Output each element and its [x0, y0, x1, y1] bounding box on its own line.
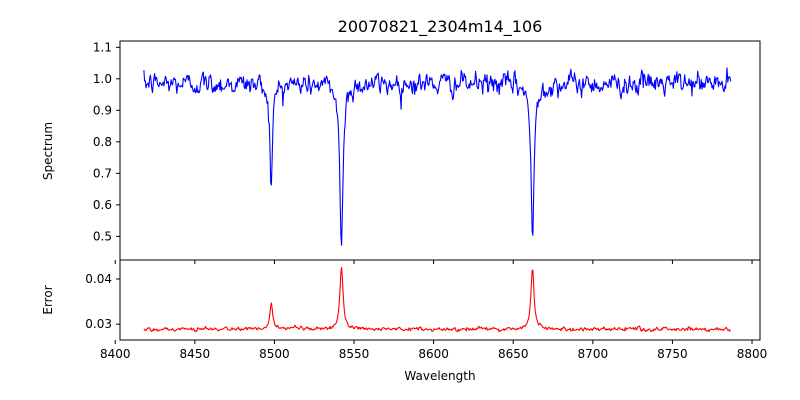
x-tick-label: 8750	[657, 347, 688, 361]
spectrum-y-tick-label: 1.0	[93, 72, 112, 86]
x-axis-ticks: 8400 8450 8500 8550 8600 8650 8700 8750 8800	[100, 260, 767, 361]
x-tick-label: 8400	[100, 347, 131, 361]
error-y-tick-label: 0.04	[85, 272, 112, 286]
error-y-axis-label: Error	[41, 285, 55, 314]
spectrum-y-tick-label: 0.8	[93, 135, 112, 149]
error-axes-frame	[119, 259, 761, 341]
spectrum-y-ticks: 0.5 0.6 0.7 0.8 0.9 1.0 1.1	[93, 40, 120, 243]
x-tick-label: 8700	[578, 347, 609, 361]
x-tick-label: 8550	[339, 347, 370, 361]
x-tick-label: 8600	[418, 347, 449, 361]
x-tick-label: 8450	[180, 347, 211, 361]
spectrum-y-tick-label: 1.1	[93, 40, 112, 54]
error-y-ticks: 0.03 0.04	[85, 272, 120, 331]
spectrum-y-tick-label: 0.9	[93, 103, 112, 117]
spectrum-y-axis-label: Spectrum	[41, 122, 55, 180]
spectrum-y-tick-label: 0.6	[93, 198, 112, 212]
spectrum-series-line	[143, 67, 732, 246]
x-tick-label: 8500	[259, 347, 290, 361]
spectrum-y-tick-label: 0.7	[93, 166, 112, 180]
chart-title: 20070821_2304m14_106	[338, 17, 543, 37]
x-tick-label: 8800	[737, 347, 768, 361]
x-axis-label: Wavelength	[404, 369, 475, 383]
x-tick-label: 8650	[498, 347, 529, 361]
error-series-group	[143, 267, 731, 333]
error-y-tick-label: 0.03	[85, 317, 112, 331]
error-series-line	[143, 267, 731, 333]
spectrum-y-tick-label: 0.5	[93, 229, 112, 243]
error-panel: 0.03 0.04 Error	[41, 259, 761, 341]
spectrum-panel: 0.5 0.6 0.7 0.8 0.9 1.0 1.1 Spectrum	[41, 40, 761, 261]
spectrum-series-group	[143, 67, 732, 246]
